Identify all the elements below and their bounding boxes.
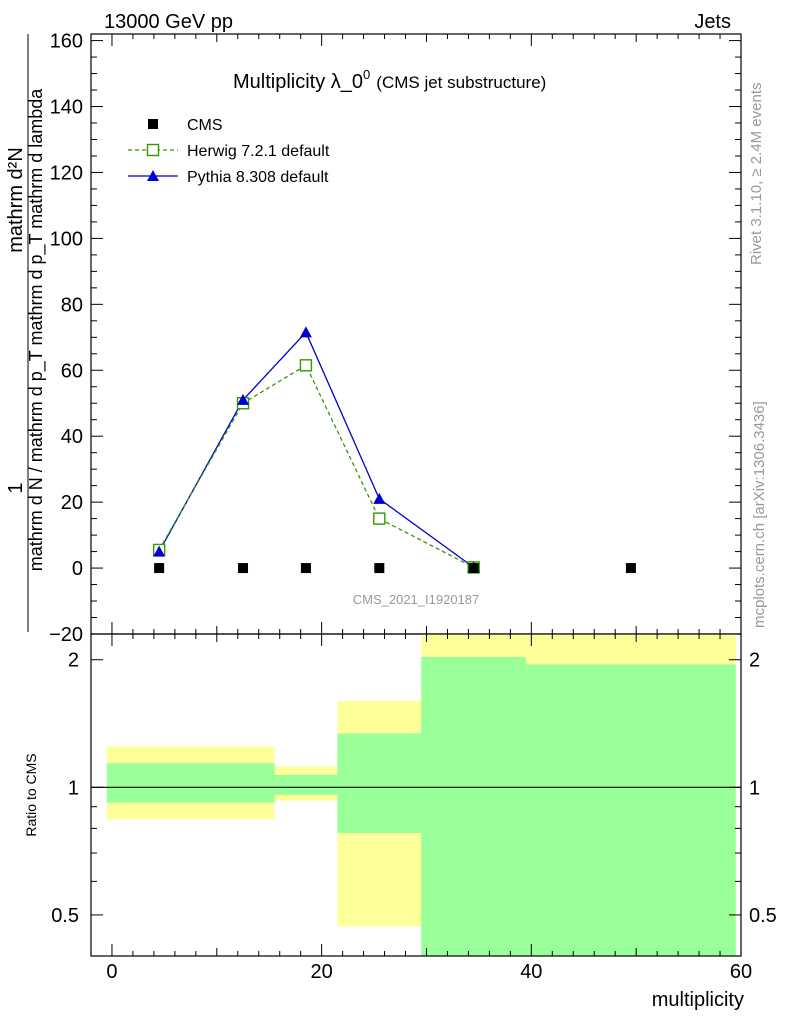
y-tick-label: 20 — [61, 492, 83, 514]
data-point-cms — [154, 563, 165, 574]
ratio-tick-label-right: 0.5 — [749, 905, 777, 927]
data-point-pythia — [153, 545, 166, 557]
legend: CMS Herwig 7.2.1 default Pythia 8.308 de… — [128, 117, 330, 186]
ratio-plot-area: 0.5 0.51 12 20 20 40 60 — [51, 633, 777, 983]
header-left: 13000 GeV pp — [104, 11, 233, 33]
data-point-cms — [374, 563, 385, 574]
y-tick-label: −20 — [49, 624, 83, 646]
data-point-cms — [625, 563, 636, 574]
main-panel — [91, 34, 741, 634]
legend-label-herwig: Herwig 7.2.1 default — [187, 143, 330, 160]
data-point-pythia — [299, 326, 312, 338]
ratio-band-green — [337, 733, 422, 834]
ratio-tick-label-left: 1 — [68, 777, 79, 799]
series-line-herwig — [158, 364, 474, 568]
ratio-band-green — [421, 656, 527, 956]
y-axis-label: 1 mathrm d²N mathrm d N / mathrm d p_T m… — [5, 34, 47, 632]
data-point-herwig — [373, 512, 386, 525]
ratio-band-green — [274, 774, 338, 795]
chart-title-main: Multiplicity λ_0 — [233, 71, 363, 93]
main-plot-area: −20 0 20 40 60 80 100 120 140 160 — [49, 31, 742, 646]
x-tick-label: 0 — [106, 961, 117, 983]
chart-title-suffix: (CMS jet substructure) — [376, 73, 546, 92]
chart-title-sup: 0 — [363, 67, 370, 82]
data-point-cms — [300, 563, 311, 574]
y-tick-label: 60 — [61, 360, 83, 382]
y-tick-label: 160 — [50, 31, 83, 53]
y-tick-label: 80 — [61, 294, 83, 316]
x-axis-label: multiplicity — [652, 989, 744, 1011]
ratio-tick-label-right: 2 — [749, 650, 760, 672]
y-axis-label-numerator: mathrm d²N — [5, 147, 27, 253]
data-point-cms — [468, 563, 479, 574]
legend-label-pythia: Pythia 8.308 default — [187, 169, 329, 186]
x-tick-label: 60 — [730, 961, 752, 983]
analysis-id: CMS_2021_I1920187 — [353, 592, 480, 607]
ratio-band-green — [526, 664, 736, 956]
chart-title: Multiplicity λ_00 (CMS jet substructure) — [233, 67, 546, 93]
mcplots-watermark: mcplots.cern.ch [arXiv:1306.3436] — [751, 401, 768, 628]
y-axis-label-top: 1 — [5, 482, 27, 493]
y-tick-label: 120 — [50, 162, 83, 184]
y-tick-label: 0 — [72, 558, 83, 580]
ratio-y-axis-label: Ratio to CMS — [23, 753, 39, 836]
y-tick-label: 140 — [50, 97, 83, 119]
rivet-watermark: Rivet 3.1.10, ≥ 2.4M events — [748, 83, 765, 266]
y-tick-label: 40 — [61, 426, 83, 448]
data-point-pythia — [373, 492, 386, 504]
ratio-tick-label-left: 0.5 — [51, 905, 79, 927]
data-point-cms — [238, 563, 249, 574]
legend-label-cms: CMS — [187, 117, 223, 134]
data-point-pythia — [237, 393, 250, 405]
ratio-band-green — [106, 763, 275, 803]
legend-marker-pythia — [147, 170, 159, 181]
x-tick-label: 20 — [311, 961, 333, 983]
data-point-herwig — [299, 359, 313, 372]
ratio-tick-label-right: 1 — [749, 777, 760, 799]
legend-marker-cms — [148, 119, 158, 129]
ratio-tick-label-left: 2 — [68, 650, 79, 672]
legend-marker-herwig — [146, 143, 160, 157]
header-right: Jets — [694, 11, 731, 33]
x-tick-label: 40 — [520, 961, 542, 983]
ratio-plot-frame — [90, 633, 742, 957]
y-tick-label: 100 — [50, 228, 83, 250]
y-axis-label-denominator: mathrm d N / mathrm d p_T mathrm d p_T m… — [26, 88, 47, 571]
